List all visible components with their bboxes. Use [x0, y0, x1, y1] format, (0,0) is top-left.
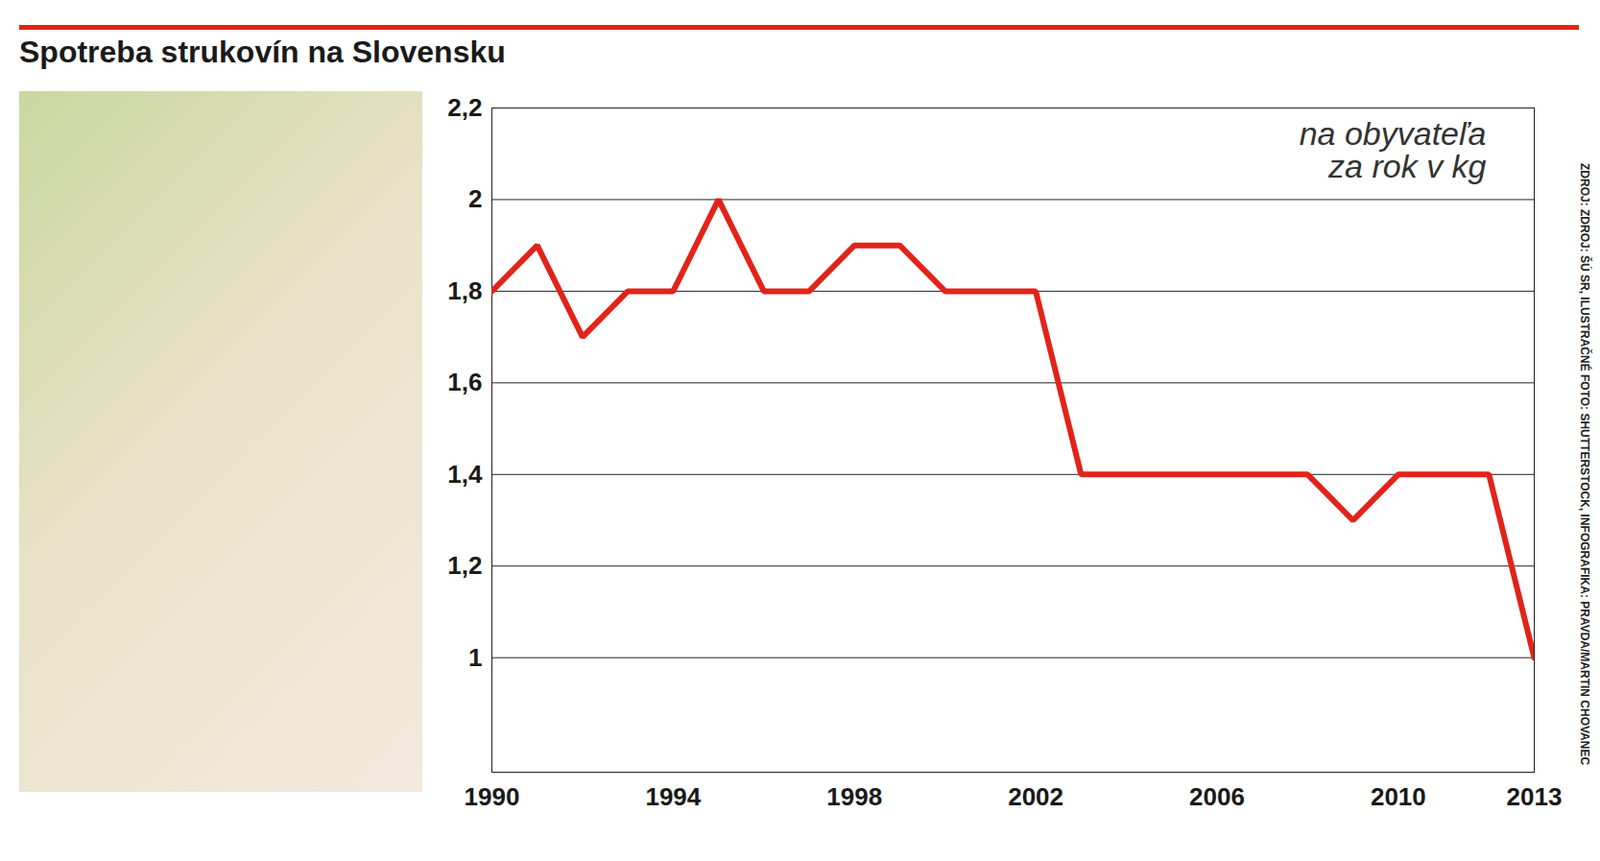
svg-text:1990: 1990: [464, 782, 521, 812]
html-text:Spotreba strukovín na Slovensk: Spotreba strukovín na Slovensku: [19, 34, 506, 70]
svg-text:2,2: 2,2: [447, 93, 482, 122]
svg-text:1: 1: [468, 643, 482, 672]
svg-text:2006: 2006: [1189, 782, 1245, 812]
svg-text:1,8: 1,8: [447, 276, 482, 306]
svg-text:1994: 1994: [644, 782, 701, 812]
svg-text:2010: 2010: [1370, 782, 1427, 812]
html-text:ZDROJ: ZDROJ: ŠÚ SR, ILUSTRAČN: ZDROJ: ZDROJ: ŠÚ SR, ILUSTRAČNÉ FOTO: SH…: [1577, 163, 1592, 766]
svg-text:2002: 2002: [1007, 782, 1064, 812]
svg-text:1998: 1998: [826, 782, 883, 812]
svg-text:2: 2: [468, 184, 482, 214]
svg-text:2013: 2013: [1506, 782, 1563, 812]
svg-text:1,4: 1,4: [447, 459, 483, 489]
svg-text:1,2: 1,2: [447, 550, 482, 580]
svg-text:na obyvateľaza rok v kg: na obyvateľaza rok v kg: [1299, 115, 1487, 185]
svg-text:1,6: 1,6: [447, 367, 482, 397]
